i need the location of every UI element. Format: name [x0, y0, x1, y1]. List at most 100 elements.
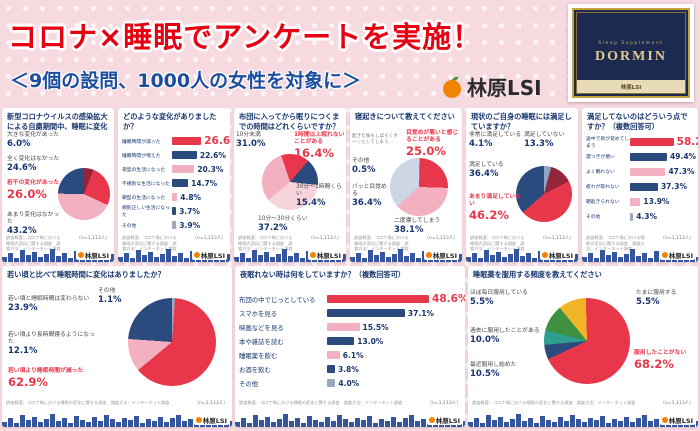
- survey-note: 調査概要：コロナ禍における睡眠の変化に関する調査 調査方法：インターネット調査: [472, 400, 636, 405]
- pie-label: 満足していない 13.3%: [524, 132, 565, 150]
- pie-label-highlight: 1時間以上眠れないことがある 16.4%: [294, 132, 345, 161]
- bar-row: 布団の中でじっとしている 48.6%: [239, 293, 465, 305]
- photo-caption: 起きた後もしばらくボーッとしてしまう…: [352, 134, 398, 145]
- product-maker: 林原LSI: [577, 80, 685, 93]
- panel-footer: 調査概要：コロナ禍における睡眠の変化に関する調査 調査方法：インターネット調査 …: [468, 399, 698, 427]
- panel-q8-cant-sleep-activity: 夜眠れない時は何をしていますか？（複数回答可） 布団の中でじっとしている 48.6…: [235, 266, 465, 427]
- pie-label: その他 0.5%: [352, 158, 376, 176]
- panel-title: 布団に入ってから眠りにつくまでの時間はどれくらいですか？: [239, 112, 340, 131]
- bar-row: 夜型の生活になった 20.3%: [122, 164, 224, 174]
- sample-size: （n=1,113人）: [308, 236, 342, 241]
- panel-footer: 調査概要：コロナ禍における睡眠の変化に関する調査 調査方法：インターネット調査 …: [2, 399, 232, 427]
- pie-label: 若い頃より長時間寝るようになった 12.1%: [8, 332, 95, 357]
- hayashibara-logo: 林原LSI: [193, 415, 229, 425]
- page-subtitle: ＜9個の設問、1000人の女性を対象に＞: [10, 70, 362, 92]
- orange-fruit-icon: [443, 76, 461, 98]
- pie-label: 大きな変化があった 6.0%: [7, 132, 60, 150]
- bar-row: その他 4.3%: [586, 212, 658, 221]
- product-box: Sleep Supplement DORMIN 林原LSI: [568, 4, 694, 102]
- sample-size: （n=1,113人）: [424, 236, 458, 241]
- product-name: DORMIN: [595, 49, 667, 64]
- bar-row: お酒を飲む 3.8%: [239, 364, 359, 374]
- pie-label: パッと目覚める 36.4%: [352, 184, 387, 209]
- panel-title: 新型コロナウイルスの感染拡大による自粛期間中、睡眠に変化はありましたか？: [7, 112, 108, 132]
- pie-label: 二度寝してしまう 38.1%: [394, 218, 441, 236]
- orange-icon: [193, 252, 200, 258]
- pie-label: ほぼ毎日服用している 5.5%: [470, 290, 528, 308]
- product-tagline: Sleep Supplement: [598, 41, 664, 46]
- panel-title: 満足してないのはどういう点ですか？（複数回答可）: [587, 112, 688, 131]
- panel-footer: 調査概要：コロナ禍における睡眠の変化に関する調査 調査方法：インターネット調査 …: [118, 234, 230, 262]
- pie-chart-q5: [516, 166, 572, 222]
- bar-row: スマホを見る 37.1%: [239, 308, 434, 318]
- pie-chart-q4: [390, 158, 448, 216]
- survey-note: 調査概要：コロナ禍における睡眠の変化に関する調査 調査方法：インターネット調査: [6, 235, 61, 252]
- pie-label-highlight: 若干の変化があった 26.0%: [7, 180, 60, 202]
- dormin-package: Sleep Supplement DORMIN 林原LSI: [572, 8, 690, 98]
- panel-footer: 調査概要：コロナ禍における睡眠の変化に関する調査 調査方法：インターネット調査 …: [2, 234, 114, 262]
- pie-chart-q7: [128, 298, 216, 386]
- survey-note: 調査概要：コロナ禍における睡眠の変化に関する調査 調査方法：インターネット調査: [470, 235, 525, 252]
- panel-footer: 調査概要：コロナ禍における睡眠の変化に関する調査 調査方法：インターネット調査 （…: [582, 234, 698, 262]
- brand-name: 林原LSI: [467, 76, 542, 100]
- bar-row: 不規則な生活になった 14.7%: [122, 178, 218, 188]
- panel-footer: 調査概要：コロナ禍における睡眠の変化に関する調査 調査方法：インターネット調査 （…: [466, 234, 578, 262]
- page-title: コロナ×睡眠でアンケートを実施！: [8, 20, 483, 54]
- pie-label: 10分未満 31.0%: [236, 132, 266, 150]
- bar-row: 映画などを見る 15.5%: [239, 322, 389, 332]
- pie-chart-q9: [544, 298, 630, 384]
- sample-size: （n=1,113人）: [76, 236, 110, 241]
- panel-q1-sleep-change: 新型コロナウイルスの感染拡大による自粛期間中、睡眠に変化はありましたか？ 大きな…: [2, 108, 114, 262]
- pie-label: 最近服用し始めた 10.5%: [470, 362, 517, 380]
- bar-row: 規則正しい生活になった 3.7%: [122, 206, 200, 218]
- orange-icon: [428, 417, 435, 423]
- pie-label: 10分〜30分くらい 37.2%: [258, 216, 308, 234]
- pie-label: その他 1.1%: [98, 288, 122, 306]
- orange-icon: [661, 252, 668, 258]
- pie-label-highlight: 目覚めが悪いと感じることがある 25.0%: [406, 130, 459, 159]
- hayashibara-logo: 林原LSI: [191, 250, 227, 260]
- sample-size: （n=1,113人）: [192, 236, 226, 241]
- sample-size: （n=1,113人）: [427, 401, 461, 406]
- pie-label: たまに服用する 5.5%: [636, 290, 677, 308]
- survey-note: 調査概要：コロナ禍における睡眠の変化に関する調査 調査方法：インターネット調査: [586, 235, 645, 252]
- bar-row: 寝つきが悪い 49.4%: [586, 152, 697, 161]
- orange-icon: [77, 252, 84, 258]
- bar-chart-q8: 布団の中でじっとしている 48.6% スマホを見る 37.1% 映画などを見る 15.…: [235, 290, 465, 390]
- panel-title: 睡眠薬を服用する頻度を教えてください: [473, 270, 602, 279]
- survey-note: 調査概要：コロナ禍における睡眠の変化に関する調査 調査方法：インターネット調査: [239, 400, 403, 405]
- pie-label-highlight: あまり満足していない 46.2%: [469, 194, 521, 223]
- bar-row: その他 3.9%: [122, 220, 201, 230]
- hayashibara-logo: 林原LSI: [426, 415, 462, 425]
- hayashibara-logo: 林原LSI: [75, 250, 111, 260]
- orange-icon: [661, 417, 668, 423]
- sample-size: （n=1,113人）: [660, 236, 694, 241]
- pie-label: 若い頃と睡眠時間は変わらない 23.9%: [8, 296, 90, 314]
- pie-label: 満足している 36.4%: [469, 162, 504, 180]
- pie-label: 全く変化はなかった 24.6%: [7, 156, 60, 174]
- survey-note: 調査概要：コロナ禍における睡眠の変化に関する調査 調査方法：インターネット調査: [354, 235, 409, 252]
- hayashibara-logo: 林原LSI: [659, 415, 695, 425]
- bar-row: 本や雑誌を読む 13.0%: [239, 336, 384, 346]
- bar-row: 朝型の生活になった 4.8%: [122, 192, 202, 202]
- panel-q3-fall-asleep-time: 布団に入ってから眠りにつくまでの時間はどれくらいですか？ 10分未満 31.0%…: [234, 108, 346, 262]
- survey-note: 調査概要：コロナ禍における睡眠の変化に関する調査 調査方法：インターネット調査: [122, 235, 177, 252]
- panel-title: 夜眠れない時は何をしていますか？（複数回答可）: [240, 270, 406, 279]
- panel-title: 現状のご自身の睡眠には満足していますか？: [471, 112, 572, 131]
- hayashibara-logo: 林原LSI: [539, 250, 575, 260]
- panel-footer: 調査概要：コロナ禍における睡眠の変化に関する調査 調査方法：インターネット調査 …: [350, 234, 462, 262]
- hayashibara-logo: 林原LSI: [440, 72, 542, 101]
- survey-note: 調査概要：コロナ禍における睡眠の変化に関する調査 調査方法：インターネット調査: [238, 235, 293, 252]
- sample-size: （n=1,113人）: [540, 236, 574, 241]
- panel-q9-sleeping-pill-frequency: 睡眠薬を服用する頻度を教えてください ほぼ毎日服用している 5.5% たまに服用…: [468, 266, 698, 427]
- panel-q4-waking-up: 寝起きについて教えてください 起きた後もしばらくボーッとしてしまう… その他 0…: [350, 108, 462, 262]
- panel-footer: 調査概要：コロナ禍における睡眠の変化に関する調査 調査方法：インターネット調査 …: [234, 234, 346, 262]
- pie-chart-q3: [262, 154, 318, 210]
- panel-title: 寝起きについて教えてください: [355, 112, 455, 121]
- bar-row: 睡眠薬を飲む 6.1%: [239, 350, 364, 360]
- pie-label: 非常に満足している 4.1%: [469, 132, 521, 150]
- orange-icon: [541, 252, 548, 258]
